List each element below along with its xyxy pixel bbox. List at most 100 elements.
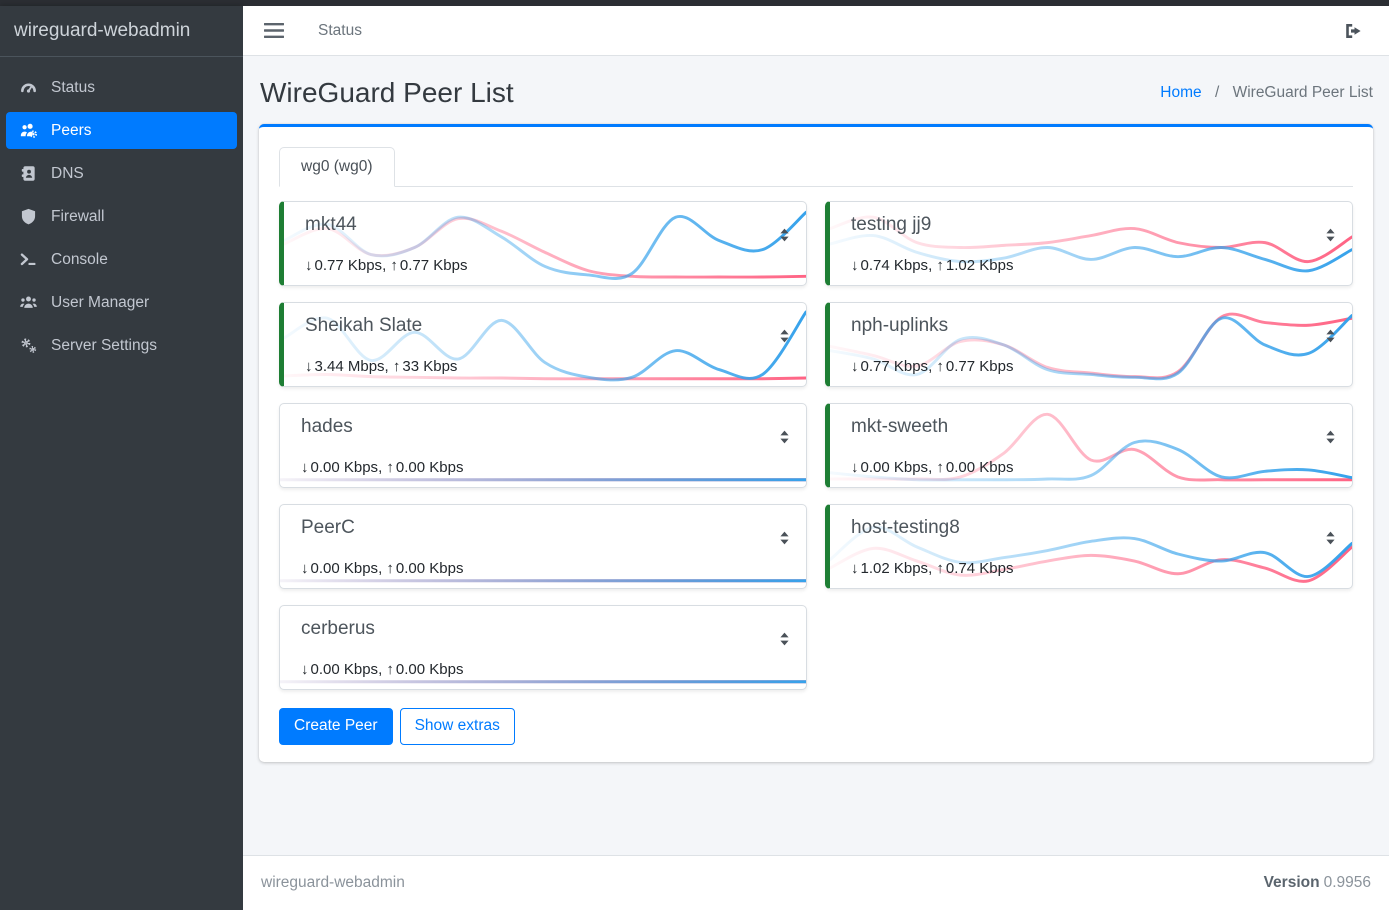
sidebar-item-label: DNS xyxy=(51,164,84,182)
peer-name: hades xyxy=(301,416,353,437)
upload-arrow-icon: ↑ xyxy=(936,257,944,274)
peer-card-host-testing8[interactable]: host-testing8 ↓ 1.02 Kbps, ↑ 0.74 Kbps xyxy=(825,504,1353,589)
peer-traffic: ↓ 0.00 Kbps, ↑ 0.00 Kbps xyxy=(851,459,1013,476)
upload-arrow-icon: ↑ xyxy=(386,661,394,678)
show-extras-button[interactable]: Show extras xyxy=(399,708,515,745)
peer-card-nph-uplinks[interactable]: nph-uplinks ↓ 0.77 Kbps, ↑ 0.77 Kbps xyxy=(825,302,1353,387)
upload-value: 0.77 Kbps xyxy=(945,358,1014,375)
upload-value: 0.74 Kbps xyxy=(945,560,1014,577)
sidebar-item-peers[interactable]: Peers xyxy=(6,112,237,149)
peer-grid: mkt44 ↓ 0.77 Kbps, ↑ 0.77 Kbps testing jj9 ↓ 0… xyxy=(279,201,1353,690)
footer-brand: wireguard-webadmin xyxy=(261,874,405,891)
download-value: 1.02 Kbps xyxy=(860,560,929,577)
actions-row: Create Peer Show extras xyxy=(279,708,1353,745)
breadcrumb-home-link[interactable]: Home xyxy=(1160,84,1202,101)
download-arrow-icon: ↓ xyxy=(851,358,859,375)
download-value: 0.77 Kbps xyxy=(860,358,929,375)
peer-card-mkt-sweeth[interactable]: mkt-sweeth ↓ 0.00 Kbps, ↑ 0.00 Kbps xyxy=(825,403,1353,488)
gears-icon xyxy=(16,337,40,354)
hamburger-icon xyxy=(264,23,284,38)
download-arrow-icon: ↓ xyxy=(301,560,309,577)
version-value: 0.9956 xyxy=(1323,874,1371,891)
download-arrow-icon: ↓ xyxy=(851,459,859,476)
footer-version: Version 0.9956 xyxy=(1264,874,1371,892)
brand-link[interactable]: wireguard-webadmin xyxy=(0,6,243,57)
peer-list-card: wg0 (wg0) mkt44 ↓ 0.77 Kbps, ↑ 0.77 Kbps tes… xyxy=(259,124,1373,762)
upload-arrow-icon: ↑ xyxy=(390,257,398,274)
peer-traffic: ↓ 0.00 Kbps, ↑ 0.00 Kbps xyxy=(301,661,463,678)
logout-button[interactable] xyxy=(1340,19,1367,43)
peer-name: cerberus xyxy=(301,618,375,639)
sort-handle-icon[interactable] xyxy=(1324,530,1337,546)
upload-value: 0.00 Kbps xyxy=(395,661,464,678)
upload-value: 0.77 Kbps xyxy=(399,257,468,274)
sidebar-item-user-manager[interactable]: User Manager xyxy=(6,284,237,321)
download-arrow-icon: ↓ xyxy=(301,459,309,476)
peer-card-mkt44[interactable]: mkt44 ↓ 0.77 Kbps, ↑ 0.77 Kbps xyxy=(279,201,807,286)
peer-name: testing jj9 xyxy=(851,214,932,235)
window-top-strip xyxy=(0,0,1389,6)
users-gear-icon xyxy=(16,122,40,139)
download-value: 0.00 Kbps xyxy=(860,459,929,476)
peer-card-sheikah-slate[interactable]: Sheikah Slate ↓ 3.44 Mbps, ↑ 33 Kbps xyxy=(279,302,807,387)
peer-name: nph-uplinks xyxy=(851,315,949,336)
breadcrumb: Home / WireGuard Peer List xyxy=(1160,84,1373,102)
traffic-separator: , xyxy=(378,560,387,577)
sidebar-item-console[interactable]: Console xyxy=(6,241,237,278)
peer-card-cerberus[interactable]: cerberus ↓ 0.00 Kbps, ↑ 0.00 Kbps xyxy=(279,605,807,690)
create-peer-button[interactable]: Create Peer xyxy=(279,708,393,745)
peer-traffic: ↓ 1.02 Kbps, ↑ 0.74 Kbps xyxy=(851,560,1013,577)
download-value: 0.00 Kbps xyxy=(310,459,379,476)
traffic-separator: , xyxy=(384,358,393,375)
sort-handle-icon[interactable] xyxy=(778,530,791,546)
peer-traffic: ↓ 3.44 Mbps, ↑ 33 Kbps xyxy=(305,358,457,375)
sign-out-icon xyxy=(1346,23,1361,38)
nav-link-status[interactable]: Status xyxy=(318,21,362,39)
address-book-icon xyxy=(16,165,40,182)
peer-name: Sheikah Slate xyxy=(305,315,423,336)
download-value: 0.00 Kbps xyxy=(310,661,379,678)
peer-card-peerc[interactable]: PeerC ↓ 0.00 Kbps, ↑ 0.00 Kbps xyxy=(279,504,807,589)
download-arrow-icon: ↓ xyxy=(305,257,313,274)
sidebar-item-firewall[interactable]: Firewall xyxy=(6,198,237,235)
sort-handle-icon[interactable] xyxy=(778,227,791,243)
upload-arrow-icon: ↑ xyxy=(386,560,394,577)
main-column: Status WireGuard Peer List Home / WireGu… xyxy=(243,6,1389,910)
sidebar-item-label: Peers xyxy=(51,121,92,139)
sort-handle-icon[interactable] xyxy=(1324,429,1337,445)
peer-card-testing-jj9[interactable]: testing jj9 ↓ 0.74 Kbps, ↑ 1.02 Kbps xyxy=(825,201,1353,286)
peer-traffic: ↓ 0.77 Kbps, ↑ 0.77 Kbps xyxy=(305,257,467,274)
sort-handle-icon[interactable] xyxy=(778,631,791,647)
download-value: 0.00 Kbps xyxy=(310,560,379,577)
sidebar-nav: Status Peers DNS Firewall Console User Manage… xyxy=(0,57,243,370)
upload-value: 1.02 Kbps xyxy=(945,257,1014,274)
interface-tabs: wg0 (wg0) xyxy=(279,147,1353,187)
sort-handle-icon[interactable] xyxy=(778,328,791,344)
sidebar-item-status[interactable]: Status xyxy=(6,69,237,106)
upload-arrow-icon: ↑ xyxy=(936,459,944,476)
top-navbar: Status xyxy=(243,6,1389,56)
tab-wg0[interactable]: wg0 (wg0) xyxy=(279,147,395,187)
peer-name: PeerC xyxy=(301,517,355,538)
sidebar-item-label: Server Settings xyxy=(51,336,157,354)
breadcrumb-separator: / xyxy=(1214,84,1220,101)
sort-handle-icon[interactable] xyxy=(1324,227,1337,243)
download-arrow-icon: ↓ xyxy=(305,358,313,375)
peer-card-hades[interactable]: hades ↓ 0.00 Kbps, ↑ 0.00 Kbps xyxy=(279,403,807,488)
sidebar-item-dns[interactable]: DNS xyxy=(6,155,237,192)
sidebar-toggle-button[interactable] xyxy=(260,18,288,43)
peer-name: host-testing8 xyxy=(851,517,960,538)
peer-traffic: ↓ 0.74 Kbps, ↑ 1.02 Kbps xyxy=(851,257,1013,274)
gauge-icon xyxy=(16,79,40,96)
upload-arrow-icon: ↑ xyxy=(936,358,944,375)
peer-traffic: ↓ 0.00 Kbps, ↑ 0.00 Kbps xyxy=(301,459,463,476)
sort-handle-icon[interactable] xyxy=(778,429,791,445)
sort-handle-icon[interactable] xyxy=(1324,328,1337,344)
upload-value: 0.00 Kbps xyxy=(945,459,1014,476)
upload-arrow-icon: ↑ xyxy=(386,459,394,476)
download-value: 0.77 Kbps xyxy=(314,257,383,274)
sidebar-item-server-settings[interactable]: Server Settings xyxy=(6,327,237,364)
sidebar-item-label: Status xyxy=(51,78,95,96)
content-area: WireGuard Peer List Home / WireGuard Pee… xyxy=(243,56,1389,855)
download-arrow-icon: ↓ xyxy=(851,257,859,274)
